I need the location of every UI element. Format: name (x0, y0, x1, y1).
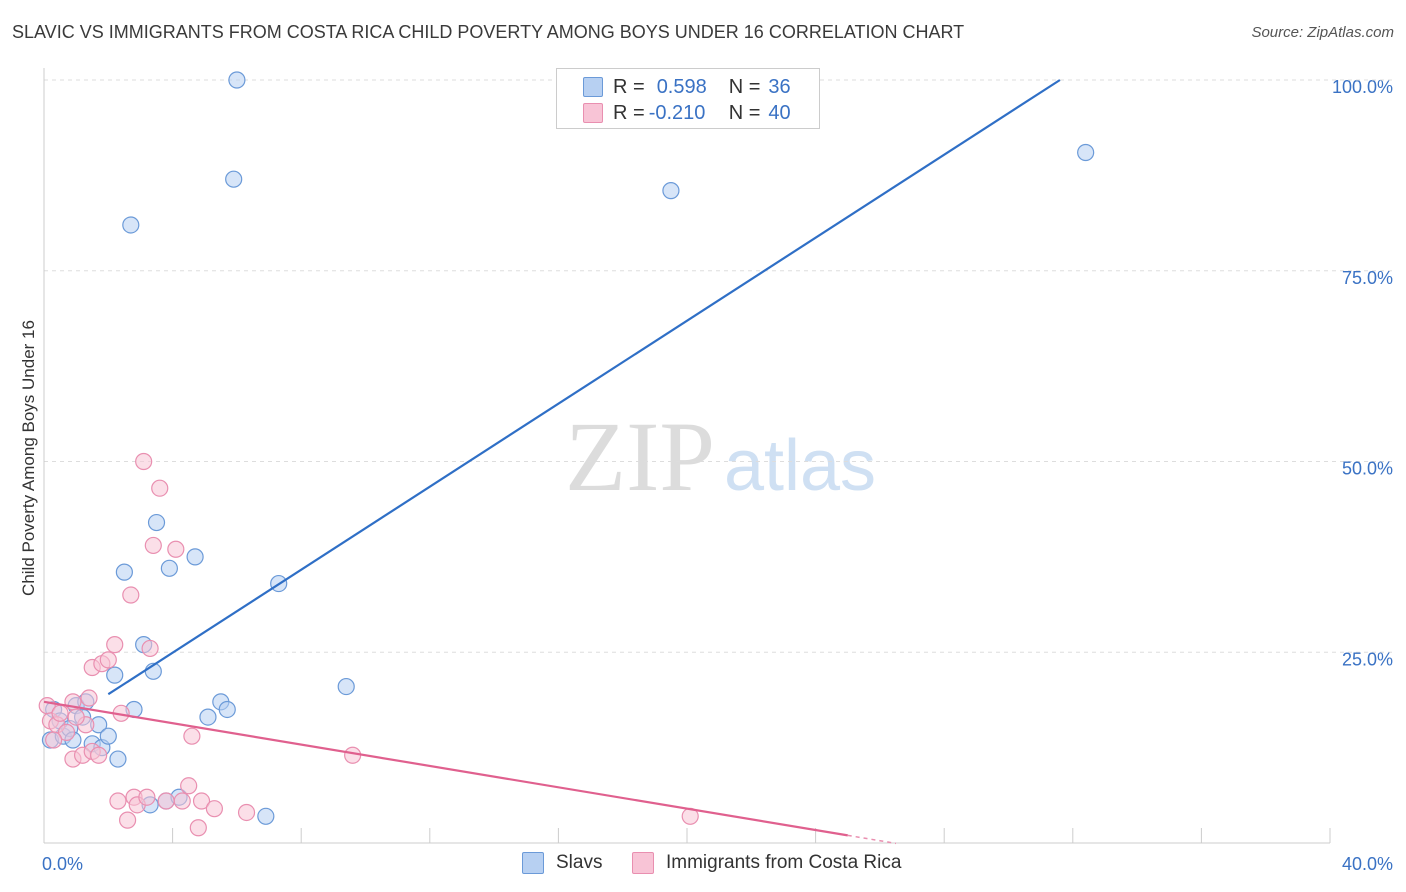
stats-legend-row-slavs: R = 0.598 N = 36 (583, 75, 791, 99)
data-point-slavs (662, 182, 680, 200)
legend-label-costa-rica: Immigrants from Costa Rica (666, 852, 902, 873)
data-point-costa-rica (106, 636, 124, 654)
data-point-costa-rica (157, 792, 175, 810)
stats-legend: R = 0.598 N = 36 R = -0.210 N = 40 (556, 68, 820, 129)
y-tick-label: 75.0% (1342, 268, 1393, 288)
data-point-costa-rica (151, 479, 169, 497)
legend-label-slavs: Slavs (556, 852, 603, 873)
r-label: R = (613, 75, 645, 98)
n-label: N = (728, 101, 761, 124)
series-costa-rica (38, 452, 699, 837)
costa-rica-n-value: 40 (768, 101, 791, 124)
data-point-costa-rica (99, 651, 117, 669)
watermark-atlas: atlas (724, 426, 876, 506)
series-legend: Slavs Immigrants from Costa Rica (0, 852, 1406, 878)
data-point-slavs (99, 727, 117, 745)
data-point-costa-rica (51, 704, 69, 722)
data-point-costa-rica (109, 792, 127, 810)
trend-line-slavs (107, 79, 1061, 696)
slavs-swatch-icon (583, 77, 603, 97)
y-tick-label: 100.0% (1332, 77, 1393, 97)
watermark-zip: ZIP (565, 401, 715, 512)
data-point-costa-rica (189, 819, 207, 837)
data-point-costa-rica (90, 746, 108, 764)
data-point-slavs (225, 170, 243, 188)
data-point-costa-rica (122, 586, 140, 604)
data-point-costa-rica (180, 777, 198, 795)
source-note: Source: ZipAtlas.com (1251, 24, 1394, 41)
data-point-slavs (186, 548, 204, 566)
trend-line-costa-rica (43, 700, 848, 837)
chart-title: SLAVIC VS IMMIGRANTS FROM COSTA RICA CHI… (12, 22, 965, 42)
x-tick-label-min: 0.0% (42, 854, 83, 874)
stats-legend-row-costa-rica: R = -0.210 N = 40 (583, 101, 791, 125)
slavs-n-value: 36 (768, 75, 791, 98)
data-point-slavs (199, 708, 217, 726)
y-tick-label: 25.0% (1342, 649, 1393, 669)
data-point-slavs (337, 677, 355, 696)
data-point-costa-rica (135, 452, 153, 471)
slavs-legend-icon (522, 852, 544, 874)
x-tick-label-max: 40.0% (1342, 854, 1393, 874)
trend-line-costa-rica-extension (847, 834, 897, 845)
slavs-r-value: 0.598 (656, 75, 707, 98)
data-point-slavs (218, 700, 236, 719)
r-label: R = (613, 101, 645, 124)
costa-rica-legend-icon (632, 852, 654, 874)
data-point-costa-rica (192, 792, 211, 810)
data-point-costa-rica (173, 792, 191, 810)
data-point-slavs (122, 216, 140, 234)
data-point-slavs (1077, 143, 1095, 162)
data-point-slavs (160, 559, 178, 577)
data-point-slavs (109, 750, 127, 768)
legend-item-costa-rica[interactable]: Immigrants from Costa Rica (632, 852, 901, 874)
n-label: N = (728, 75, 761, 98)
y-tick-label: 50.0% (1342, 459, 1393, 479)
data-point-costa-rica (67, 708, 85, 726)
data-point-costa-rica (118, 811, 137, 829)
data-point-costa-rica (45, 731, 63, 749)
y-axis-label: Child Poverty Among Boys Under 16 (19, 320, 38, 596)
data-point-costa-rica (167, 540, 185, 558)
data-point-costa-rica (57, 723, 76, 741)
costa-rica-r-value: -0.210 (648, 101, 706, 124)
data-point-costa-rica (237, 803, 256, 822)
data-point-slavs (115, 563, 133, 581)
data-point-slavs (147, 513, 166, 532)
costa-rica-swatch-icon (583, 103, 603, 123)
data-point-slavs (257, 807, 275, 825)
legend-item-slavs[interactable]: Slavs (522, 852, 602, 874)
data-point-costa-rica (80, 689, 98, 707)
data-point-slavs (106, 666, 124, 684)
data-point-costa-rica (205, 800, 223, 818)
data-point-costa-rica (141, 639, 159, 658)
data-point-costa-rica (144, 536, 162, 555)
data-point-slavs (228, 71, 246, 89)
data-point-costa-rica (183, 727, 201, 745)
data-point-costa-rica (344, 746, 362, 764)
data-point-costa-rica (138, 788, 156, 806)
